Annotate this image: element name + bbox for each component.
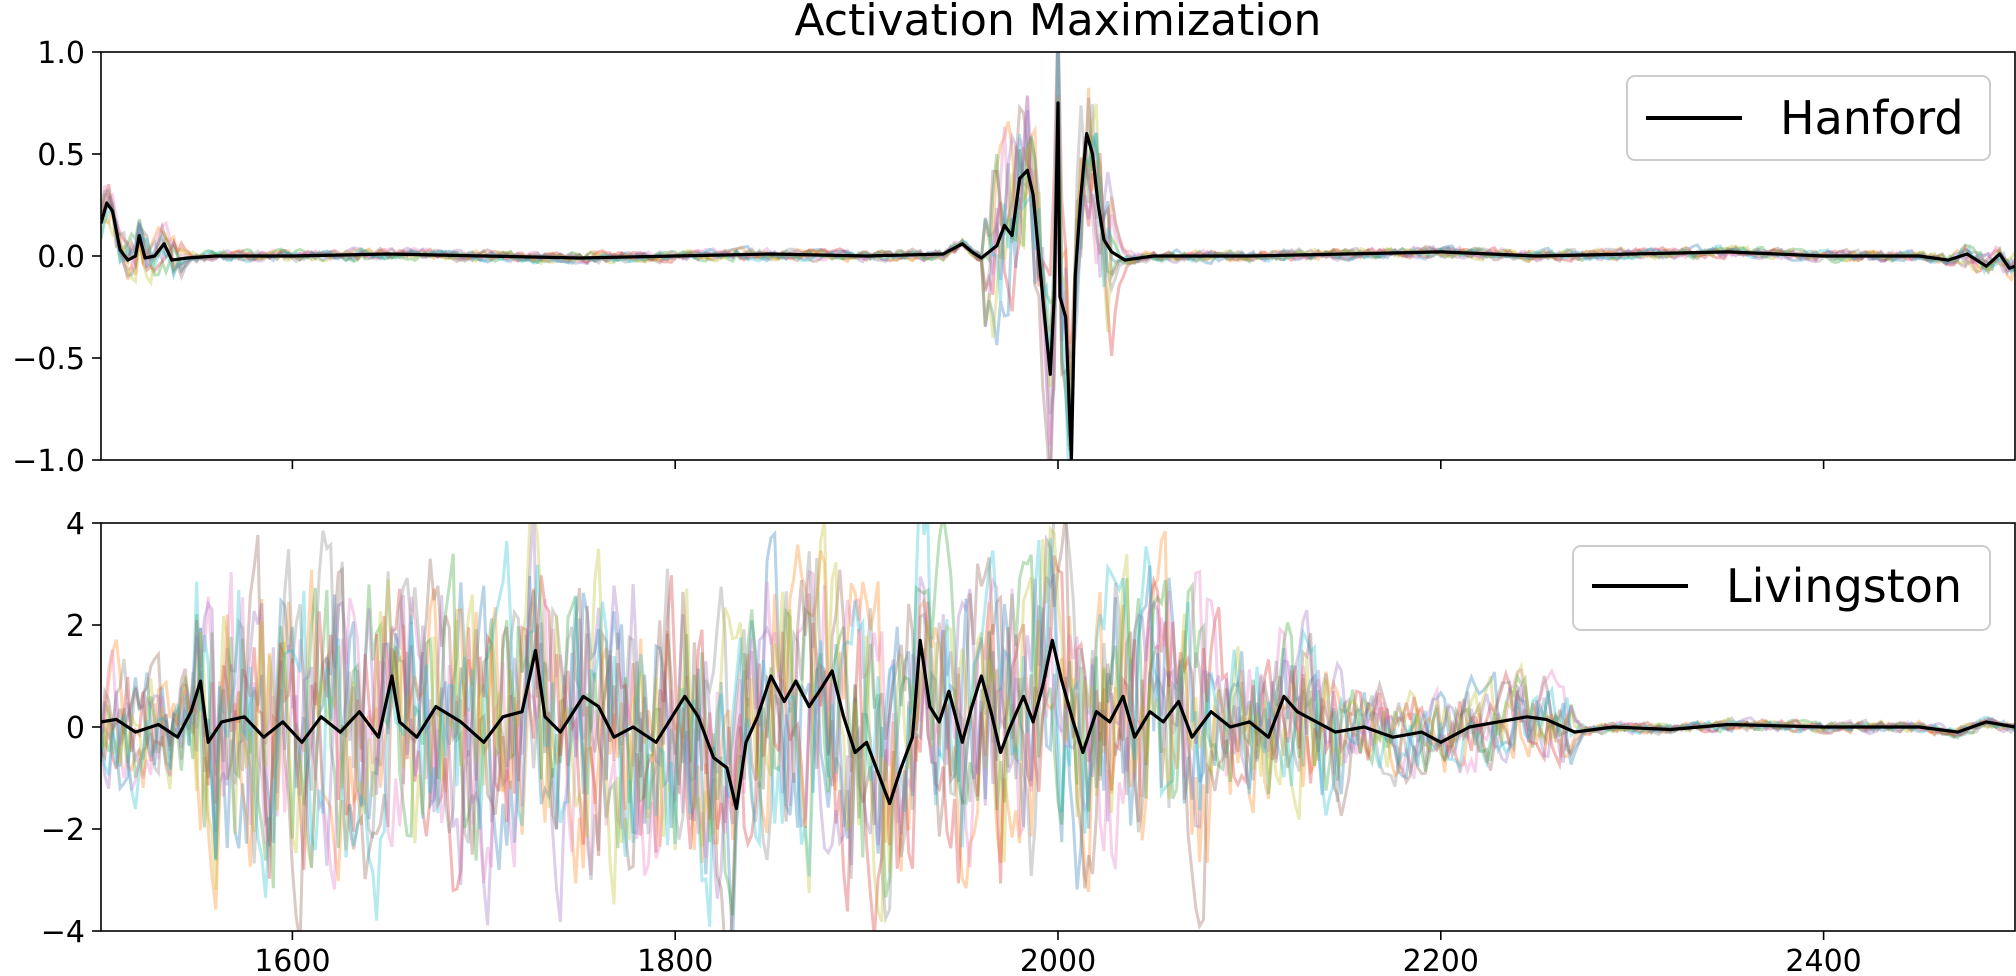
livingston-x-tick-label: 2400 xyxy=(1785,944,1861,976)
livingston-legend-label: Livingston xyxy=(1726,559,1962,613)
livingston-y-tick-label: 4 xyxy=(66,507,85,542)
hanford-y-tick-label: 1.0 xyxy=(37,36,85,71)
hanford-y-tick-label: −1.0 xyxy=(12,444,85,479)
hanford-panel: −1.0 −0.5 0.0 0.5 1.0 Hanford xyxy=(12,36,2016,479)
hanford-x-ticks xyxy=(291,460,1825,469)
livingston-sample-trace xyxy=(101,569,2015,890)
hanford-y-ticks: −1.0 −0.5 0.0 0.5 1.0 xyxy=(12,36,101,479)
livingston-x-tick-label: 1800 xyxy=(637,944,713,976)
livingston-y-tick-label: 0 xyxy=(66,711,85,746)
hanford-y-tick-label: −0.5 xyxy=(12,342,85,377)
livingston-y-tick-label: −2 xyxy=(41,813,85,848)
livingston-x-tick-label: 2200 xyxy=(1403,944,1479,976)
livingston-sample-trace xyxy=(101,523,2015,926)
livingston-x-ticks: 1600 1800 2000 2200 2400 xyxy=(254,931,1862,976)
livingston-sample-trace xyxy=(101,523,2015,925)
livingston-panel: 1600 1800 2000 2200 2400 −4 −2 0 2 4 Livingston xyxy=(41,507,2016,976)
hanford-main-trace xyxy=(101,101,2015,460)
hanford-legend: Hanford xyxy=(1626,75,1991,161)
figure-title: Activation Maximization xyxy=(795,0,1322,46)
hanford-legend-label: Hanford xyxy=(1780,91,1964,145)
livingston-sample-trace xyxy=(101,523,2015,927)
livingston-legend-box xyxy=(1572,545,1991,631)
livingston-x-tick-label: 2000 xyxy=(1020,944,1096,976)
livingston-x-tick-label: 1600 xyxy=(254,944,330,976)
livingston-y-ticks: −4 −2 0 2 4 xyxy=(41,507,101,950)
hanford-sample-trace xyxy=(101,52,2015,360)
livingston-sample-trace xyxy=(101,523,2015,916)
hanford-sample-trace xyxy=(101,87,2015,345)
livingston-legend: Livingston xyxy=(1572,545,1991,631)
hanford-y-tick-label: 0.0 xyxy=(37,240,85,275)
hanford-y-tick-label: 0.5 xyxy=(37,138,85,173)
livingston-y-tick-label: −4 xyxy=(41,915,85,950)
hanford-legend-box xyxy=(1626,75,1991,161)
livingston-y-tick-label: 2 xyxy=(66,609,85,644)
livingston-sample-traces xyxy=(101,523,2015,931)
livingston-series-line xyxy=(101,638,2015,811)
hanford-series-line xyxy=(101,101,2015,460)
livingston-main-trace xyxy=(101,638,2015,811)
